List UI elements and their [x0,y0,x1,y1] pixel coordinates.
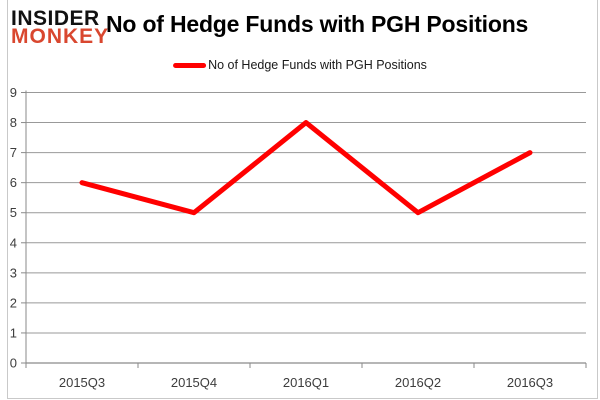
svg-text:2016Q1: 2016Q1 [283,375,329,390]
chart-title: No of Hedge Funds with PGH Positions [106,11,529,37]
legend: No of Hedge Funds with PGH Positions [173,58,427,72]
insider-monkey-logo: INSIDER MONKEY [11,7,110,48]
svg-text:9: 9 [10,85,17,100]
axis-group [21,90,587,368]
svg-text:8: 8 [10,115,17,130]
svg-text:4: 4 [10,235,17,250]
tick-labels-group: 0 1 2 3 4 5 6 7 8 9 2015Q3 2015Q4 2016Q1 2016Q2 2016Q3 [10,85,553,390]
legend-series-label: No of Hedge Funds with PGH Positions [208,58,427,72]
svg-text:3: 3 [10,265,17,280]
logo-monkey-text: MONKEY [11,25,110,48]
logo-insider-text: INSIDER [11,7,100,30]
series-line-group [79,120,533,216]
svg-text:2016Q3: 2016Q3 [507,375,553,390]
svg-text:2015Q4: 2015Q4 [171,375,217,390]
svg-text:2: 2 [10,295,17,310]
svg-text:2016Q2: 2016Q2 [395,375,441,390]
svg-text:0: 0 [10,356,17,371]
svg-text:5: 5 [10,205,17,220]
svg-text:1: 1 [10,325,17,340]
gridlines-group [26,92,586,364]
svg-text:2015Q3: 2015Q3 [59,375,105,390]
svg-text:6: 6 [10,175,17,190]
legend-line-marker [173,62,207,68]
svg-text:7: 7 [10,145,17,160]
